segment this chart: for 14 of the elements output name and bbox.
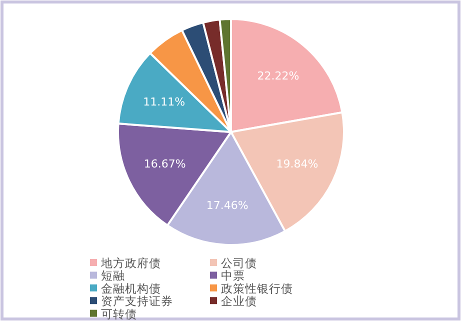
legend-label: 企业债	[221, 294, 257, 308]
data-label: 19.84%	[276, 158, 318, 171]
legend-label: 金融机构债	[101, 281, 161, 296]
data-label: 11.11%	[143, 96, 186, 109]
legend-label: 公司债	[221, 256, 257, 270]
legend-label: 资产支持证券	[101, 294, 173, 308]
legend-label: 政策性银行债	[221, 281, 293, 296]
data-label: 17.46%	[206, 199, 248, 212]
data-label: 22.22%	[257, 70, 300, 83]
legend-label: 可转债	[101, 306, 137, 321]
data-label: 16.67%	[144, 158, 186, 171]
legend-label: 短融	[101, 268, 125, 283]
legend-label: 地方政府债	[100, 256, 161, 270]
legend-label: 中票	[221, 268, 245, 283]
